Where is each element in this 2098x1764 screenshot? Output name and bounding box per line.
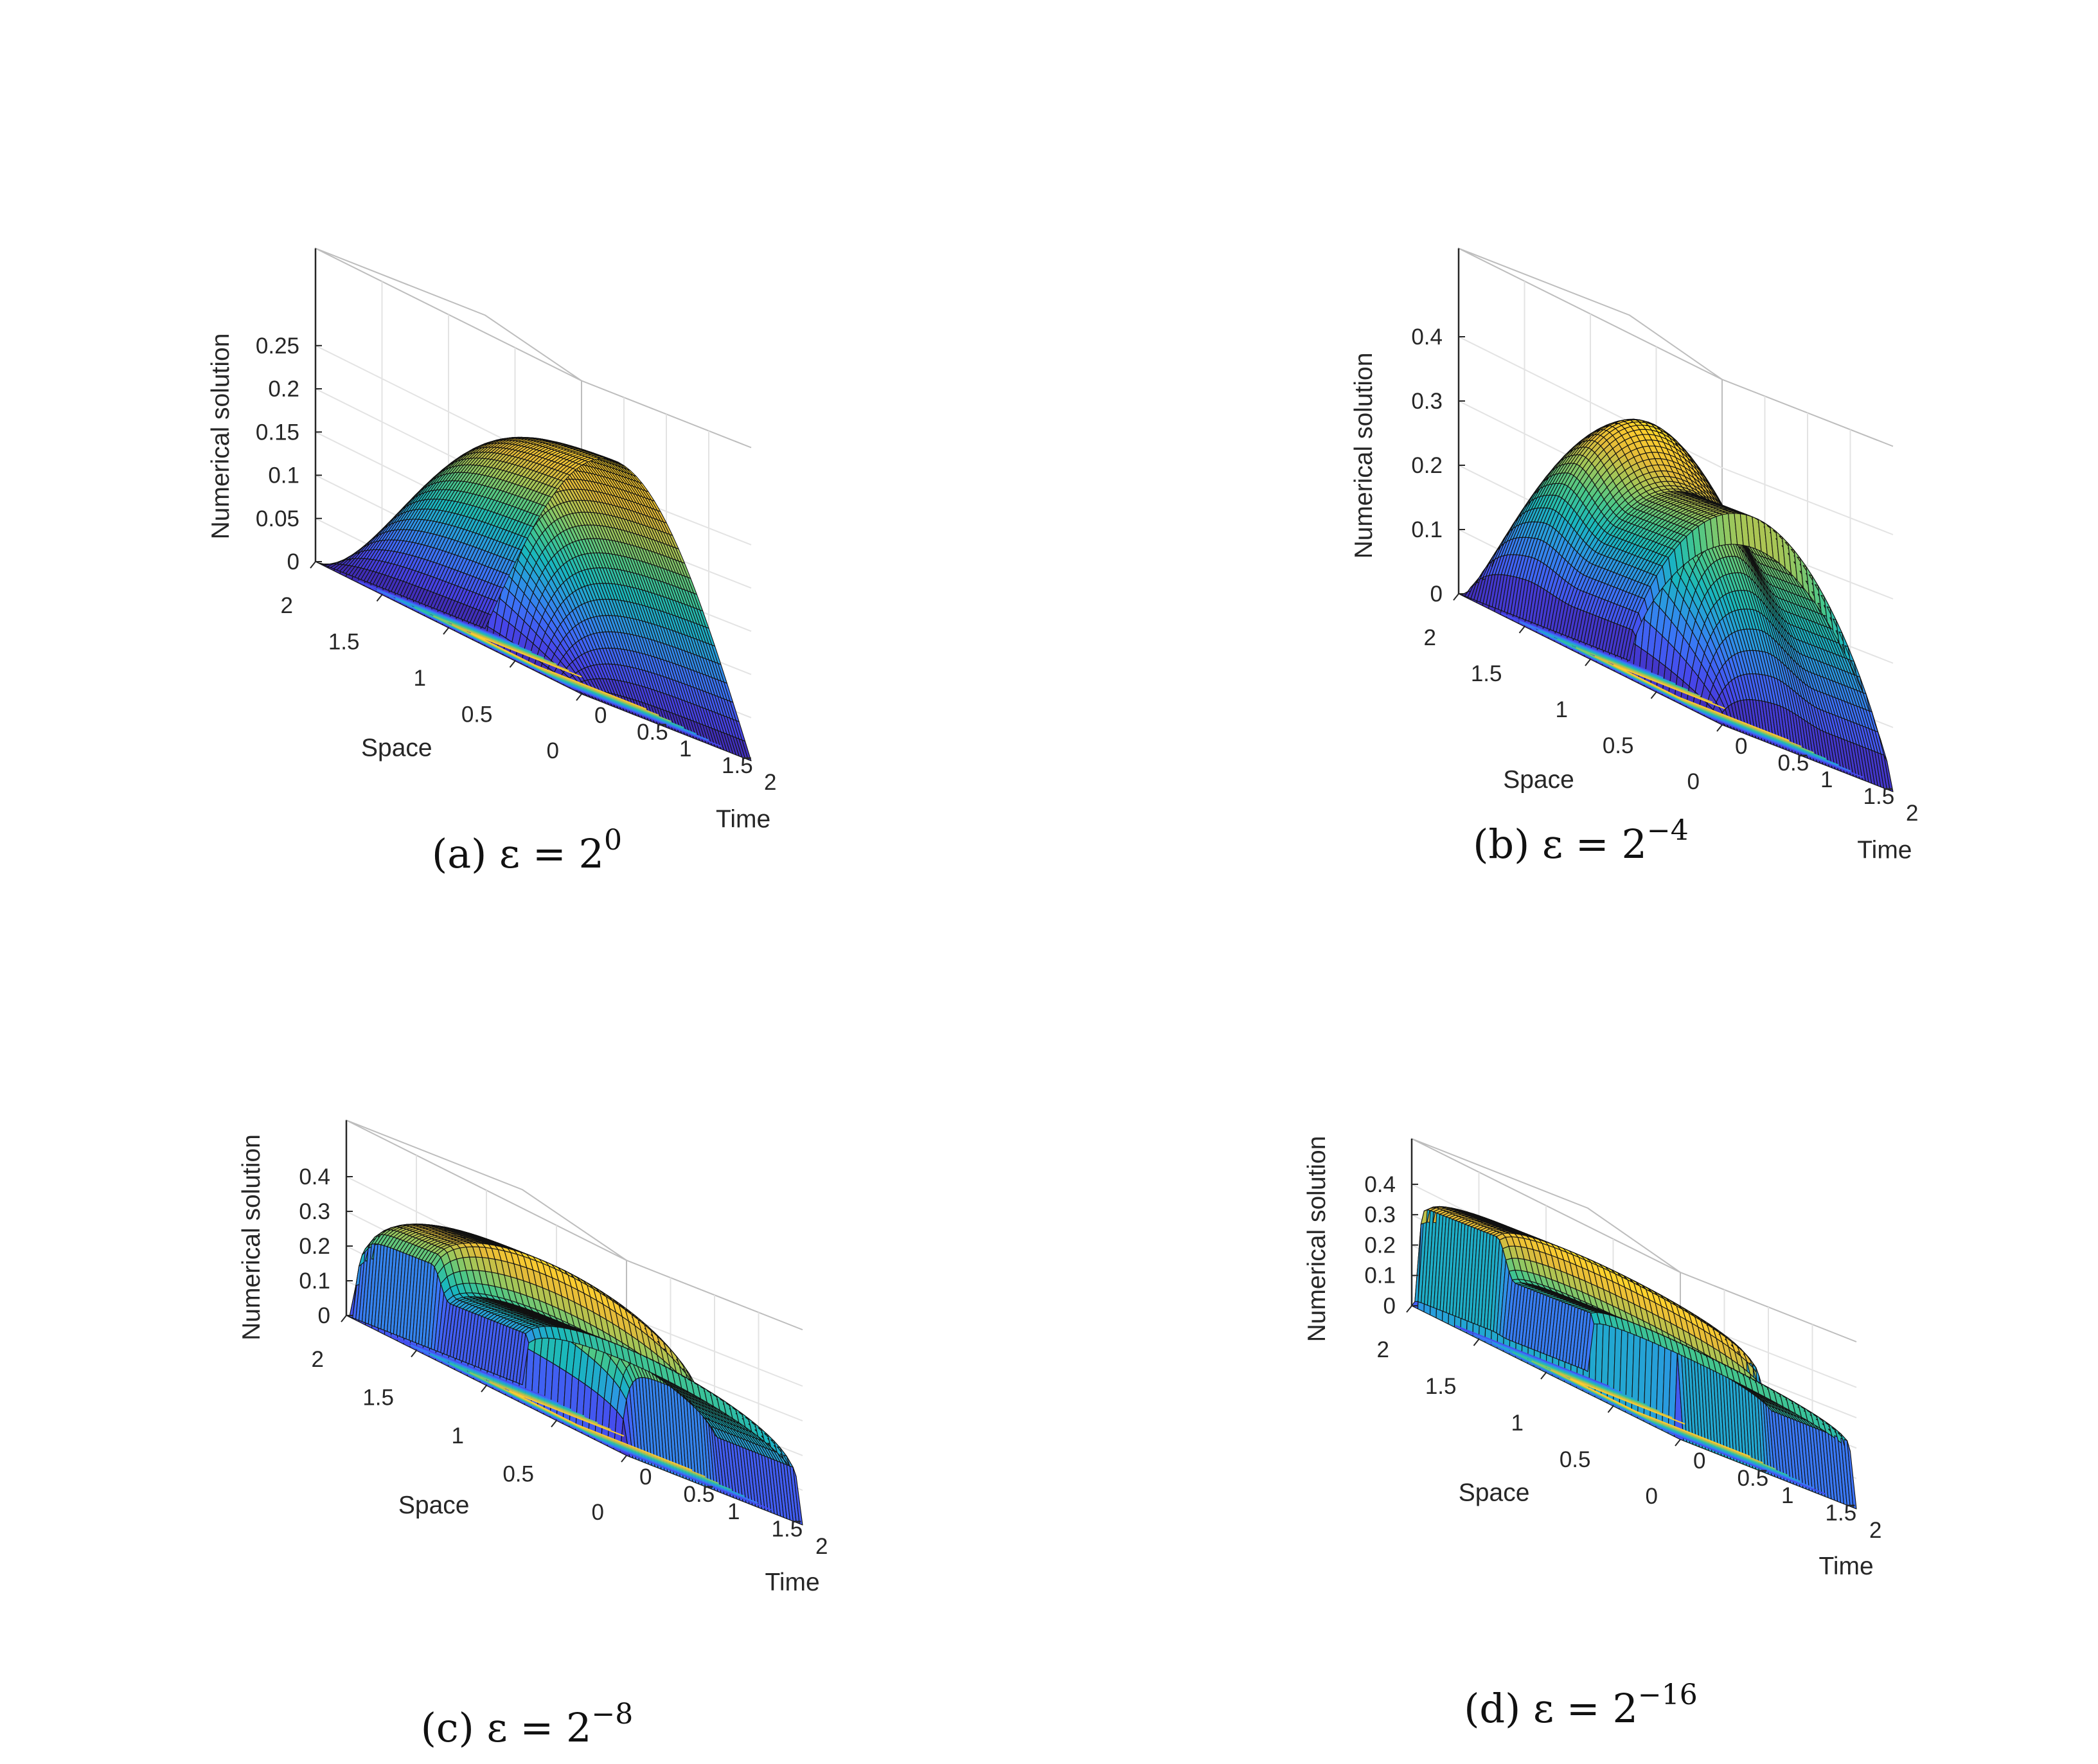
x-tick-mark — [310, 561, 316, 569]
z-tick-label: 0.1 — [268, 463, 299, 488]
x-tick-mark — [443, 627, 449, 635]
x-tick-label: 2 — [281, 593, 293, 618]
z-tick-label: 0 — [287, 549, 299, 575]
chart-panel-a: 2 1.5 1 0.5 0 0 0.5 1 1.5 2 0 0.05 0.1 0.15 0.2 0.25 Spa… — [207, 247, 776, 877]
y-axis-label: Time — [716, 806, 770, 833]
x-axis-label: Space — [361, 735, 432, 762]
surface — [1458, 418, 1894, 792]
x-tick-mark — [509, 660, 516, 668]
x-tick-label: 1 — [414, 666, 426, 691]
x-tick-mark — [376, 594, 383, 602]
x-tick-label: 1.5 — [328, 630, 360, 655]
y-tick-label: 2 — [764, 770, 776, 795]
chart-panel-b: 21.510.5000.511.5200.10.20.30.4SpaceTime… — [1350, 247, 1918, 868]
x-tick-mark — [576, 693, 582, 701]
caption-exponent: 0 — [604, 824, 622, 857]
x-tick-label: 0 — [547, 738, 559, 763]
y-tick-label: 1 — [679, 736, 691, 762]
y-tick-label: 1.5 — [722, 753, 753, 778]
surface — [315, 436, 752, 762]
z-tick-label: 0.05 — [256, 506, 299, 531]
subfigure-caption: (a) ε = 20 — [432, 824, 622, 877]
z-axis-label: Numerical solution — [207, 334, 235, 540]
y-tick-label: 0.5 — [637, 720, 668, 745]
x-tick-label: 0.5 — [461, 702, 493, 727]
z-tick-label: 0.25 — [256, 334, 299, 359]
z-tick-label: 0.15 — [256, 420, 299, 445]
caption-text: (a) ε = 2 — [432, 830, 604, 877]
y-tick-label: 0 — [594, 703, 607, 728]
z-tick-label: 0.2 — [268, 377, 299, 402]
